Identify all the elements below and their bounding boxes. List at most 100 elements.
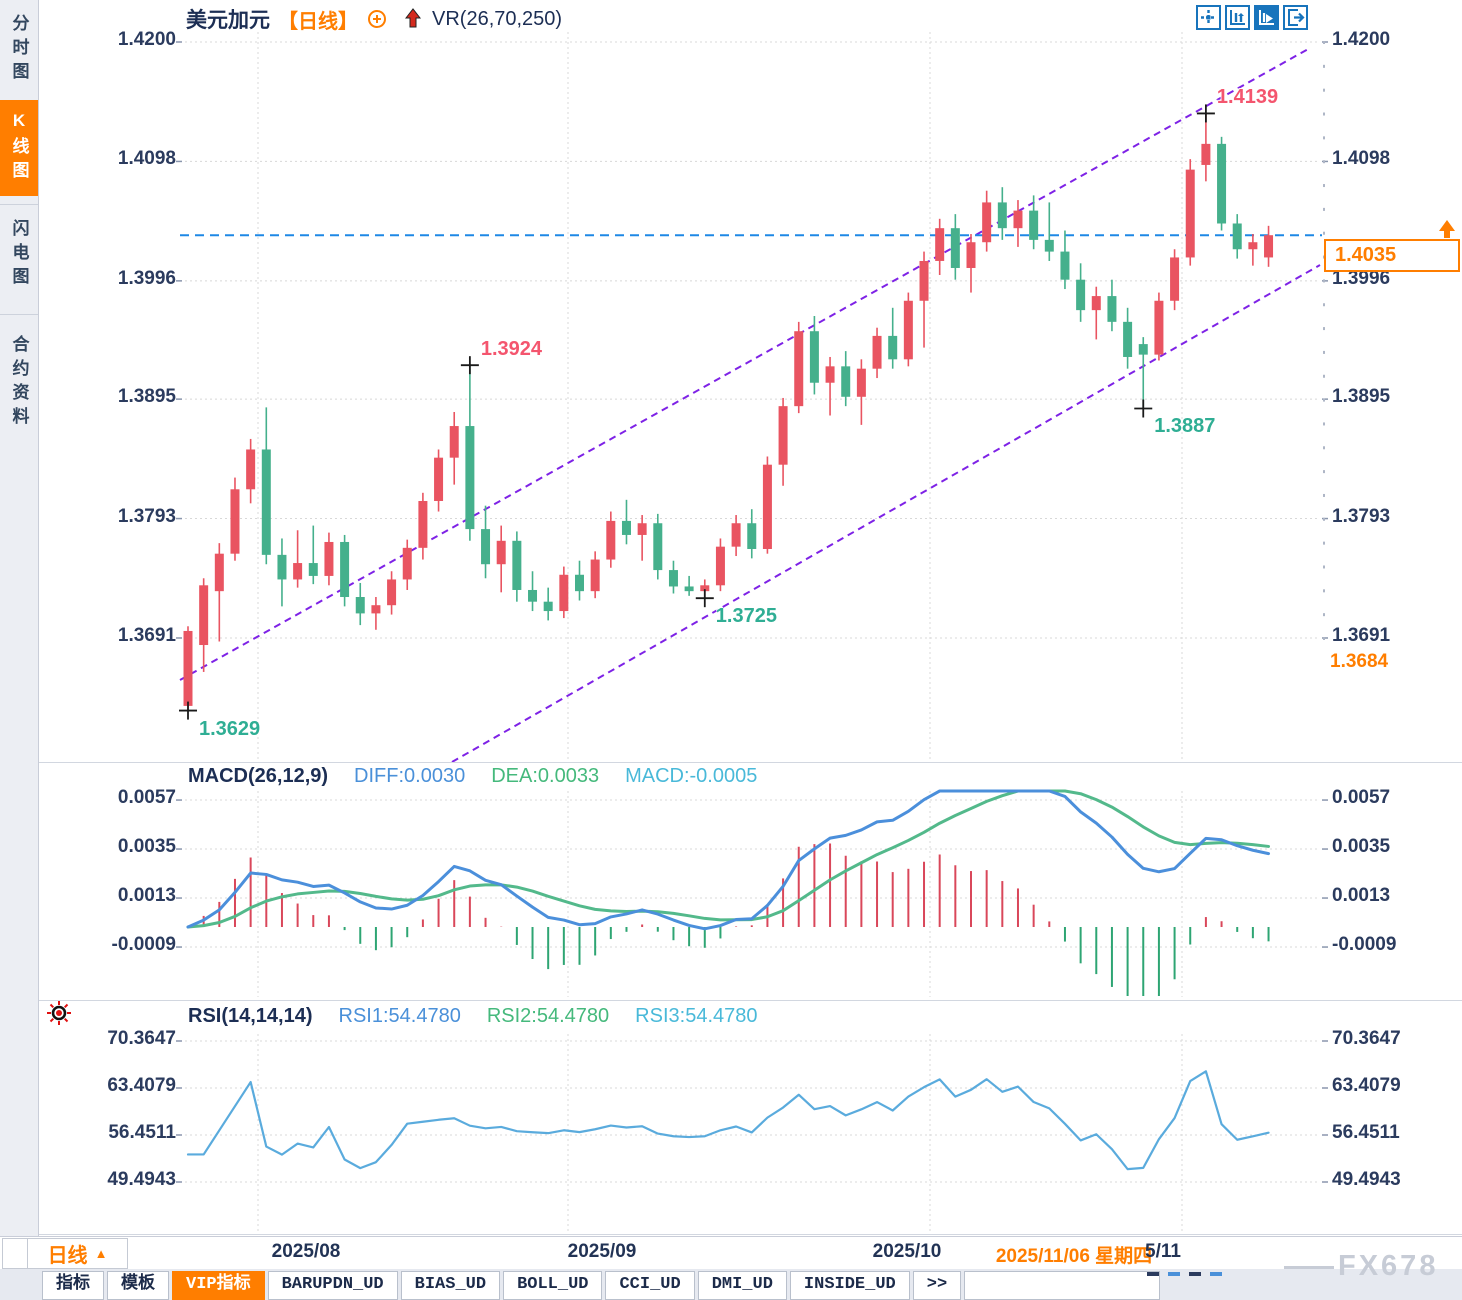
time-axis-label: 2025/11/06 星期四 — [995, 1246, 1153, 1267]
pane-exit-icon — [1288, 9, 1305, 26]
axis-play-icon — [1259, 10, 1274, 25]
period-tag[interactable]: 【日线】 — [278, 10, 358, 33]
rsi1-value: RSI1:54.4780 — [338, 1004, 461, 1027]
period-selector[interactable]: 日线 ▲ — [27, 1238, 128, 1269]
sidebar-item-timeshare-chart[interactable]: 分时图 — [0, 2, 38, 98]
indicator-tab-bias_ud[interactable]: BIAS_UD — [400, 1271, 501, 1300]
time-axis-label: 2025/08 — [271, 1241, 341, 1262]
toolbar-button-pane-exit[interactable] — [1283, 5, 1308, 30]
sidebar-item-lightning-chart[interactable]: 闪电图 — [0, 204, 38, 305]
indicator-tab-[interactable]: >> — [912, 1271, 962, 1300]
price-axis-label: 1.3895 — [1332, 386, 1391, 408]
indicator-tab-empty — [964, 1271, 1161, 1300]
indicator-settings-icon[interactable] — [46, 1000, 72, 1026]
price-axis-label: 1.3691 — [117, 624, 176, 646]
extreme-price-label: 1.3629 — [199, 717, 261, 740]
macd-bar-value: MACD:-0.0005 — [625, 764, 758, 787]
price-axis-label: 1.4200 — [117, 29, 176, 50]
indicator-tab-[interactable]: 指标 — [42, 1271, 104, 1300]
price-axis-label: 1.3793 — [117, 505, 176, 527]
chart-header: 美元加元 【日线】 VR(26,70,250) — [186, 4, 562, 34]
current-price-arrow-icon — [1436, 219, 1458, 244]
mini-dashes — [1147, 1272, 1222, 1276]
indicator-tab-bar: 指标 模板 VIP指标 BARUPDN_UD BIAS_UD BOLL_UD CCI_UD D… — [0, 1269, 1462, 1300]
sidebar-item-label: 闪电图 — [9, 219, 29, 291]
macd-axis-label: 0.0013 — [117, 885, 176, 907]
rsi-axis-label: 63.4079 — [107, 1075, 176, 1096]
panel-separator — [38, 1234, 1462, 1235]
left-tab-strip: 分时图 K线图 闪电图 合约资料 — [0, 0, 39, 1236]
extreme-price-label: 1.3725 — [715, 605, 777, 628]
toolbar-button-axis-play[interactable] — [1254, 5, 1279, 30]
current-price-box[interactable]: 1.4035 — [1324, 239, 1460, 272]
extreme-price-label: 1.3924 — [480, 338, 543, 361]
price-axis-label-extra: 1.3684 — [1330, 651, 1389, 673]
time-axis-bar: 日线 ▲ 2025/08 2025/09 2025/10 2025/11/06 星期四… — [0, 1236, 1462, 1269]
indicator-tab-inside_ud[interactable]: INSIDE_UD — [789, 1271, 910, 1300]
time-axis-label: 2025/09 — [567, 1241, 637, 1262]
macd-axis-label: 0.0035 — [117, 836, 176, 858]
price-axis-label: 1.3895 — [117, 386, 176, 408]
extreme-price-label: 1.3887 — [1154, 415, 1216, 438]
rsi-axis-label: 70.3647 — [107, 1028, 176, 1049]
indicator-tab-boll_ud[interactable]: BOLL_UD — [503, 1271, 603, 1300]
macd-axis-label: 0.0057 — [1332, 787, 1391, 809]
indicator-label: VR(26,70,250) — [432, 7, 563, 30]
price-axis-label: 1.3996 — [1332, 267, 1391, 289]
macd-title[interactable]: MACD(26,12,9) — [188, 764, 329, 787]
macd-axis-label: 0.0013 — [1332, 885, 1391, 907]
panel-separator — [38, 762, 1462, 763]
macd-axis-label: 0.0035 — [1332, 836, 1391, 858]
price-axis-label: 1.4098 — [117, 148, 176, 170]
chart-toolbar — [1196, 5, 1308, 30]
chevron-up-icon: ▲ — [94, 1246, 108, 1261]
indicator-tab-dmi_ud[interactable]: DMI_UD — [697, 1271, 787, 1300]
sidebar-item-label: 合约资料 — [9, 335, 29, 431]
add-indicator-icon[interactable] — [366, 8, 388, 30]
time-axis-label: 2025/10 — [872, 1241, 942, 1262]
price-axis-label: 1.3996 — [117, 267, 176, 289]
price-axis-label: 1.4200 — [1332, 29, 1391, 50]
symbol-name[interactable]: 美元加元 — [186, 9, 270, 32]
indicator-tab-vip[interactable]: VIP指标 — [172, 1271, 265, 1300]
sidebar-item-label: 分时图 — [9, 14, 29, 86]
watermark: FX678 — [1338, 1250, 1439, 1282]
macd-axis-label: -0.0009 — [111, 934, 176, 956]
sidebar-item-label: K线图 — [9, 111, 29, 185]
macd-dea-value: DEA:0.0033 — [491, 764, 600, 787]
rsi-axis-label: 70.3647 — [1332, 1028, 1401, 1049]
corner-cell — [2, 1238, 28, 1269]
sidebar-item-contract-info[interactable]: 合约资料 — [0, 314, 38, 451]
panel-separator — [38, 1000, 1462, 1001]
toolbar-button-axis-scale[interactable] — [1225, 5, 1250, 30]
sidebar-item-kline-chart[interactable]: K线图 — [0, 100, 38, 196]
rsi-axis-label: 49.4943 — [1332, 1169, 1401, 1190]
rsi-axis-label: 56.4511 — [108, 1122, 176, 1143]
rsi-axis-label: 49.4943 — [107, 1169, 176, 1190]
crosshair-move-icon — [1201, 10, 1216, 25]
price-axis-label: 1.4098 — [1332, 148, 1391, 170]
indicator-tab-cci_ud[interactable]: CCI_UD — [605, 1271, 695, 1300]
period-label: 日线 — [47, 1245, 88, 1267]
axis-scale-icon — [1230, 10, 1245, 25]
watermark-line — [1284, 1266, 1334, 1269]
extreme-price-label: 1.4139 — [1216, 86, 1279, 109]
macd-diff-value: DIFF:0.0030 — [354, 764, 466, 787]
indicator-tab-[interactable]: 模板 — [107, 1271, 169, 1300]
macd-header: MACD(26,12,9) DIFF:0.0030 DEA:0.0033 MAC… — [188, 763, 757, 789]
rsi-axis-label: 56.4511 — [1332, 1122, 1400, 1143]
toolbar-button-crosshair[interactable] — [1196, 5, 1221, 30]
up-arrow-icon — [402, 7, 424, 31]
indicator-tab-barupdn_ud[interactable]: BARUPDN_UD — [267, 1271, 398, 1300]
rsi3-value: RSI3:54.4780 — [635, 1004, 758, 1027]
time-axis-label: 5/11 — [1145, 1241, 1181, 1262]
rsi-title[interactable]: RSI(14,14,14) — [188, 1004, 313, 1027]
rsi2-value: RSI2:54.4780 — [486, 1004, 610, 1027]
macd-axis-label: 0.0057 — [117, 787, 176, 809]
macd-axis-label: -0.0009 — [1332, 934, 1397, 956]
price-axis-label: 1.3691 — [1332, 624, 1391, 646]
price-axis-label: 1.3793 — [1332, 505, 1391, 527]
rsi-header: RSI(14,14,14) RSI1:54.4780 RSI2:54.4780 … — [188, 1003, 758, 1029]
rsi-axis-label: 63.4079 — [1332, 1075, 1401, 1096]
